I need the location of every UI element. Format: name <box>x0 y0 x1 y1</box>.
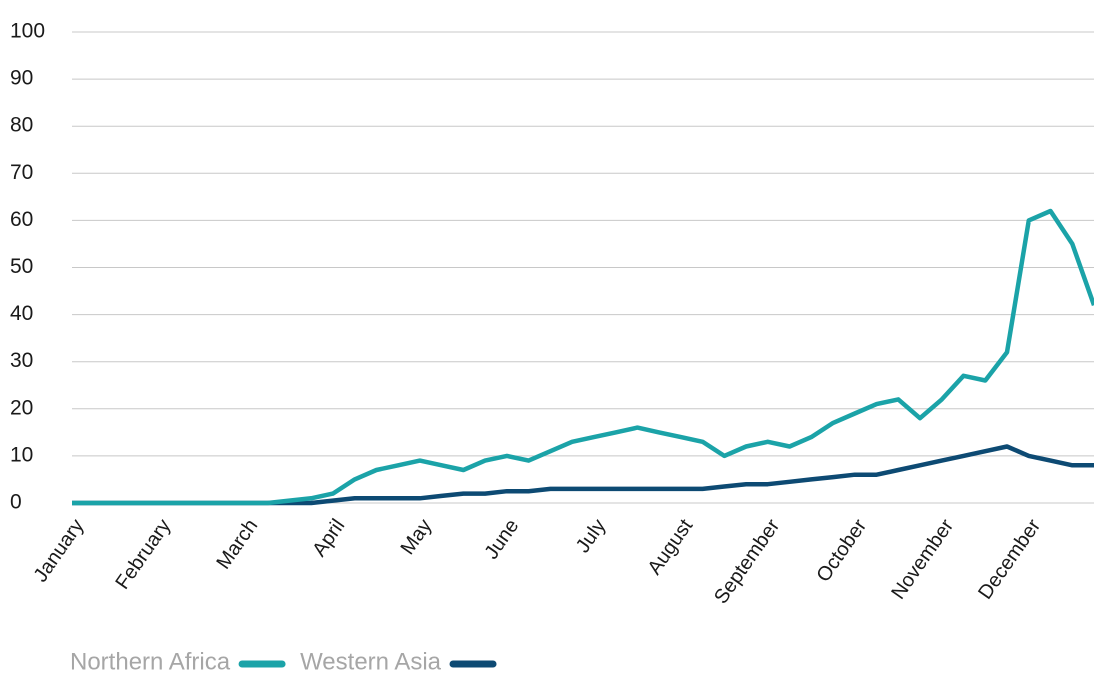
y-tick-label: 80 <box>10 114 33 137</box>
y-tick-label: 50 <box>10 255 33 278</box>
legend-label: Northern Africa <box>70 648 231 675</box>
x-tick-label: July <box>572 515 610 557</box>
series-line <box>72 208 1094 506</box>
x-tick-label: May <box>397 515 437 559</box>
x-tick-label: March <box>212 515 262 573</box>
y-tick-label: 60 <box>10 208 33 231</box>
x-tick-label: April <box>308 515 349 560</box>
x-tick-label: December <box>974 515 1045 603</box>
y-tick-label: 90 <box>10 67 33 90</box>
y-tick-label: 40 <box>10 302 33 325</box>
y-tick-label: 0 <box>10 491 22 514</box>
y-tick-label: 100 <box>10 20 45 43</box>
y-tick-label: 20 <box>10 396 33 419</box>
series-line <box>72 444 1094 506</box>
x-tick-label: June <box>480 515 523 563</box>
x-tick-label: November <box>887 515 958 603</box>
y-tick-label: 10 <box>10 443 33 466</box>
legend-label: Western Asia <box>300 648 442 675</box>
x-tick-label: October <box>812 515 871 586</box>
x-tick-label: September <box>710 515 784 608</box>
y-tick-label: 30 <box>10 349 33 372</box>
x-tick-label: January <box>30 515 89 586</box>
y-tick-label: 70 <box>10 161 33 184</box>
x-tick-label: February <box>111 515 175 593</box>
x-tick-label: August <box>644 515 698 579</box>
